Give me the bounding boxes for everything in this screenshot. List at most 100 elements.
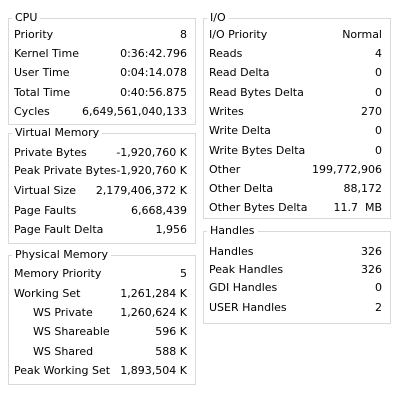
handles-row-peak-handles: Peak Handles 326 bbox=[204, 262, 390, 278]
pm-row-ws-shared: WS Shared 588 K bbox=[9, 344, 195, 360]
memory-priority-label: Memory Priority bbox=[14, 267, 102, 280]
total-time-label: Total Time bbox=[14, 86, 71, 99]
cycles-value: 6,649,561,040,133 bbox=[82, 105, 187, 118]
io-row-other-bytes-delta: Other Bytes Delta 11.7 MB bbox=[204, 200, 390, 216]
read-bytes-delta-label: Read Bytes Delta bbox=[209, 86, 304, 99]
cpu-row-kernel-time: Kernel Time 0:36:42.796 bbox=[9, 46, 195, 62]
io-row-reads: Reads 4 bbox=[204, 46, 390, 62]
io-row-writes: Writes 270 bbox=[204, 104, 390, 120]
user-handles-label: USER Handles bbox=[209, 301, 287, 314]
handles-value: 326 bbox=[361, 245, 382, 258]
vm-row-virtual-size: Virtual Size 2,179,406,372 K bbox=[9, 183, 195, 199]
peak-handles-value: 326 bbox=[361, 263, 382, 276]
io-row-io-priority: I/O Priority Normal bbox=[204, 27, 390, 43]
page-fault-delta-value: 1,956 bbox=[155, 223, 188, 236]
io-row-other-delta: Other Delta 88,172 bbox=[204, 181, 390, 197]
private-bytes-value: -1,920,760 K bbox=[116, 146, 187, 159]
ws-shareable-value: 596 K bbox=[155, 325, 187, 338]
private-bytes-label: Private Bytes bbox=[14, 146, 87, 159]
user-time-label: User Time bbox=[14, 66, 70, 79]
pm-row-working-set: Working Set 1,261,284 K bbox=[9, 286, 195, 302]
write-bytes-delta-label: Write Bytes Delta bbox=[209, 144, 306, 157]
memory-priority-value: 5 bbox=[180, 267, 187, 280]
cpu-row-priority: Priority 8 bbox=[9, 27, 195, 43]
working-set-value: 1,261,284 K bbox=[120, 287, 187, 300]
cpu-group-title: CPU bbox=[12, 11, 41, 25]
user-handles-value: 2 bbox=[375, 301, 382, 314]
io-priority-value: Normal bbox=[342, 28, 382, 41]
vm-row-private-bytes: Private Bytes -1,920,760 K bbox=[9, 145, 195, 161]
write-delta-label: Write Delta bbox=[209, 124, 271, 137]
io-row-write-bytes-delta: Write Bytes Delta 0 bbox=[204, 143, 390, 159]
peak-private-bytes-value: -1,920,760 K bbox=[116, 164, 187, 177]
other-delta-value: 88,172 bbox=[343, 182, 383, 195]
reads-value: 4 bbox=[375, 47, 382, 60]
physical-memory-group: Physical Memory Memory Priority 5 Workin… bbox=[8, 248, 196, 385]
handles-row-handles: Handles 326 bbox=[204, 244, 390, 260]
pm-row-memory-priority: Memory Priority 5 bbox=[9, 266, 195, 282]
io-row-other: Other 199,772,906 bbox=[204, 162, 390, 178]
physical-memory-group-title: Physical Memory bbox=[12, 248, 111, 262]
vm-row-page-fault-delta: Page Fault Delta 1,956 bbox=[9, 222, 195, 238]
working-set-label: Working Set bbox=[14, 287, 81, 300]
peak-private-bytes-label: Peak Private Bytes bbox=[14, 164, 117, 177]
vm-row-page-faults: Page Faults 6,668,439 bbox=[9, 203, 195, 219]
handles-group: Handles Handles 326 Peak Handles 326 GDI… bbox=[203, 224, 391, 324]
cpu-row-cycles: Cycles 6,649,561,040,133 bbox=[9, 104, 195, 120]
ws-private-label: WS Private bbox=[33, 306, 93, 319]
gdi-handles-value: 0 bbox=[375, 281, 382, 294]
user-time-value: 0:04:14.078 bbox=[120, 66, 187, 79]
virtual-size-label: Virtual Size bbox=[14, 184, 77, 197]
cycles-label: Cycles bbox=[14, 105, 50, 118]
peak-working-set-value: 1,893,504 K bbox=[120, 364, 187, 377]
peak-handles-label: Peak Handles bbox=[209, 263, 284, 276]
other-value: 199,772,906 bbox=[312, 163, 382, 176]
peak-working-set-label: Peak Working Set bbox=[14, 364, 111, 377]
kernel-time-value: 0:36:42.796 bbox=[120, 47, 187, 60]
other-label: Other bbox=[209, 163, 241, 176]
handles-label: Handles bbox=[209, 245, 254, 258]
virtual-memory-group: Virtual Memory Private Bytes -1,920,760 … bbox=[8, 126, 196, 244]
ws-private-value: 1,260,624 K bbox=[120, 306, 187, 319]
io-row-write-delta: Write Delta 0 bbox=[204, 123, 390, 139]
priority-value: 8 bbox=[180, 28, 187, 41]
writes-value: 270 bbox=[361, 105, 382, 118]
gdi-handles-label: GDI Handles bbox=[209, 281, 278, 294]
read-delta-value: 0 bbox=[375, 66, 382, 79]
ws-shared-label: WS Shared bbox=[33, 345, 94, 358]
virtual-memory-group-title: Virtual Memory bbox=[12, 126, 103, 140]
read-delta-label: Read Delta bbox=[209, 66, 270, 79]
io-group: I/O I/O Priority Normal Reads 4 Read Del… bbox=[203, 11, 391, 219]
virtual-size-value: 2,179,406,372 K bbox=[95, 184, 187, 197]
io-row-read-bytes-delta: Read Bytes Delta 0 bbox=[204, 85, 390, 101]
cpu-group: CPU Priority 8 Kernel Time 0:36:42.796 U… bbox=[8, 11, 196, 125]
write-bytes-delta-value: 0 bbox=[375, 144, 382, 157]
other-bytes-delta-value: 11.7 MB bbox=[333, 201, 382, 214]
vm-row-peak-private-bytes: Peak Private Bytes -1,920,760 K bbox=[9, 163, 195, 179]
other-delta-label: Other Delta bbox=[209, 182, 274, 195]
writes-label: Writes bbox=[209, 105, 244, 118]
ws-shared-value: 588 K bbox=[155, 345, 187, 358]
page-faults-value: 6,668,439 bbox=[131, 204, 187, 217]
io-group-title: I/O bbox=[207, 11, 229, 25]
kernel-time-label: Kernel Time bbox=[14, 47, 79, 60]
page-faults-label: Page Faults bbox=[14, 204, 77, 217]
write-delta-value: 0 bbox=[375, 124, 382, 137]
other-bytes-delta-label: Other Bytes Delta bbox=[209, 201, 308, 214]
total-time-value: 0:40:56.875 bbox=[120, 86, 187, 99]
cpu-row-total-time: Total Time 0:40:56.875 bbox=[9, 85, 195, 101]
ws-shareable-label: WS Shareable bbox=[33, 325, 110, 338]
pm-row-ws-private: WS Private 1,260,624 K bbox=[9, 305, 195, 321]
io-row-read-delta: Read Delta 0 bbox=[204, 65, 390, 81]
handles-group-title: Handles bbox=[207, 224, 258, 238]
page-fault-delta-label: Page Fault Delta bbox=[14, 223, 104, 236]
reads-label: Reads bbox=[209, 47, 243, 60]
priority-label: Priority bbox=[14, 28, 54, 41]
io-priority-label: I/O Priority bbox=[209, 28, 268, 41]
cpu-row-user-time: User Time 0:04:14.078 bbox=[9, 65, 195, 81]
handles-row-user-handles: USER Handles 2 bbox=[204, 300, 390, 316]
handles-row-gdi-handles: GDI Handles 0 bbox=[204, 280, 390, 296]
pm-row-peak-working-set: Peak Working Set 1,893,504 K bbox=[9, 363, 195, 379]
pm-row-ws-shareable: WS Shareable 596 K bbox=[9, 324, 195, 340]
read-bytes-delta-value: 0 bbox=[375, 86, 382, 99]
